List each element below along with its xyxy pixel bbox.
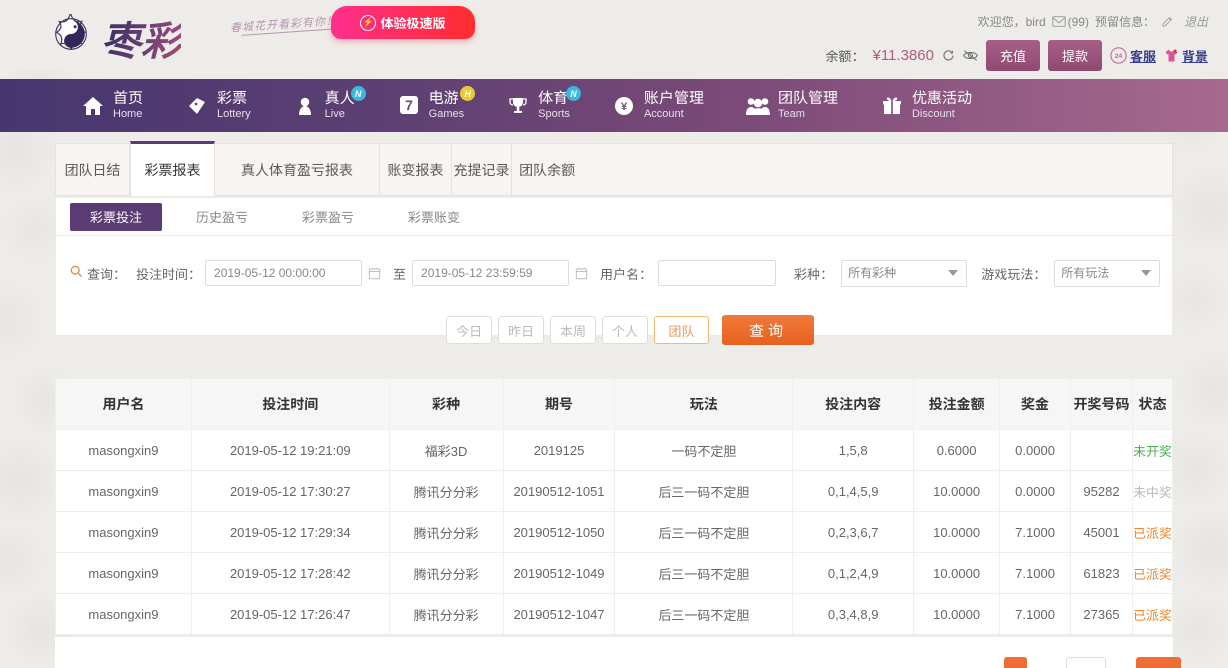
svg-text:¥: ¥ <box>621 101 628 113</box>
svg-text:7: 7 <box>405 97 413 113</box>
svg-text:24: 24 <box>1115 53 1123 60</box>
